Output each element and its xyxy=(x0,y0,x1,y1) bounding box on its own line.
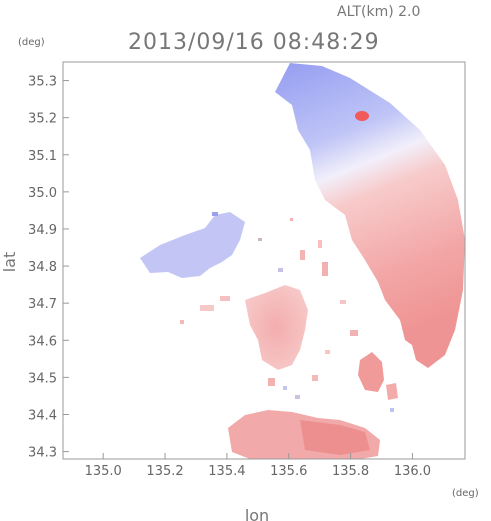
x-tick-label: 136.0 xyxy=(394,464,431,479)
y-tick-label: 34.7 xyxy=(28,297,57,312)
y-tick-label: 34.5 xyxy=(28,371,57,386)
x-tick-label: 135.0 xyxy=(85,464,122,479)
y-axis-label: lat xyxy=(0,252,19,273)
y-tick-label: 34.4 xyxy=(28,408,57,423)
y-unit-label: (deg) xyxy=(18,37,45,48)
y-axis-ticks: 35.3 35.2 35.1 35.0 34.9 34.8 34.7 34.6 34.5 34.4… xyxy=(28,75,69,461)
x-axis-ticks: 135.0 135.2 135.4 135.6 135.8 136.0 xyxy=(85,453,431,479)
y-tick-label: 34.8 xyxy=(28,260,57,275)
y-tick-label: 34.9 xyxy=(28,223,57,238)
central-pink-echo xyxy=(245,285,308,370)
y-tick-label: 34.6 xyxy=(28,334,57,349)
x-tick-label: 135.8 xyxy=(332,464,369,479)
plot-frame xyxy=(62,61,466,460)
x-tick-label: 135.6 xyxy=(270,464,307,479)
doppler-field xyxy=(140,63,465,459)
altitude-label: ALT(km) 2.0 xyxy=(337,4,420,20)
y-tick-label: 35.3 xyxy=(28,75,57,90)
y-tick-label: 35.0 xyxy=(28,186,57,201)
x-tick-label: 135.4 xyxy=(208,464,245,479)
western-blue-echo xyxy=(140,212,245,278)
strong-cell xyxy=(355,111,369,121)
y-tick-label: 35.2 xyxy=(28,112,57,127)
y-tick-label: 35.1 xyxy=(28,149,57,164)
x-tick-label: 135.2 xyxy=(146,464,183,479)
y-tick-label: 34.3 xyxy=(28,446,57,461)
eastern-cell xyxy=(358,352,384,392)
x-axis-label: lon xyxy=(245,506,269,521)
timestamp-title: 2013/09/16 08:48:29 xyxy=(128,30,380,55)
speckle-echoes xyxy=(150,212,394,412)
x-unit-label: (deg) xyxy=(452,488,479,499)
main-echo-region xyxy=(275,63,465,368)
